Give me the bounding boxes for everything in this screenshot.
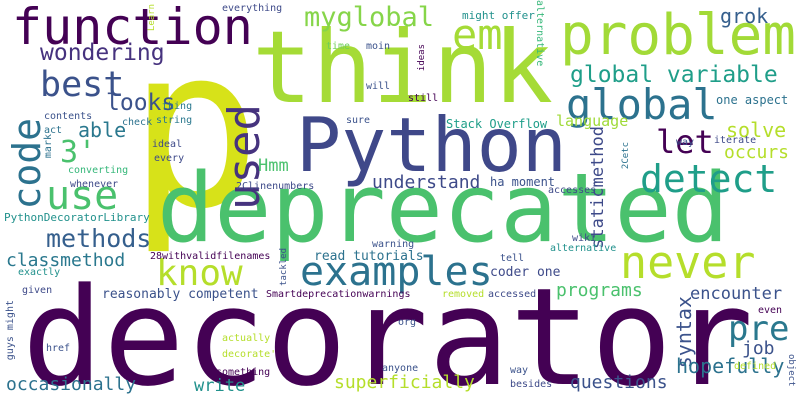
word-wondering: wondering [40,40,165,66]
word-stack-overflow: Stack Overflow [446,117,548,131]
word-three: 3' [60,135,97,170]
word-alternative-top: alternative [534,0,545,67]
word-ideas: ideas [417,44,427,72]
word-job: job [742,338,775,359]
word-thing: thing [162,101,193,112]
word-coder-one: coder one [490,265,561,280]
word-something: something [216,367,271,378]
word-moin: moin [366,41,391,52]
word-occasionally: occasionally [6,374,137,395]
word-org: org [398,317,417,328]
word-whenever: whenever [70,179,119,190]
word-might-offer: might offer [462,9,535,22]
word-hmm: Hmm [258,156,289,176]
word-way-top: way [676,137,695,148]
word-ha-moment: ha moment [490,175,556,189]
word-read-tutorials: read tutorials [314,249,424,264]
word-href: href [46,343,71,354]
word-string: string [156,115,193,126]
word-code: code [5,118,49,210]
word-will: will [366,81,391,92]
word-wiki: wiki [572,233,597,244]
word-check: check [122,117,153,128]
word-hopefully: hopefully [676,354,785,378]
word-given: given [22,285,53,296]
word-2clinenumbers: 2Clinenumbers [236,181,315,192]
word-occurs: occurs [724,142,790,163]
word-methods: methods [46,224,152,253]
word-problem: problem [560,3,797,68]
word-detect: detect [640,157,778,201]
word-way-bottom: way [510,365,529,376]
word-contents: contents [44,111,93,122]
word-examples: examples [300,249,493,295]
word-solve: solve [726,118,787,142]
word-superficially: superficially [334,372,475,393]
word-best: best [40,65,125,105]
word-know: know [156,253,243,294]
word-accessed: accessed [488,289,537,300]
word-act: act [44,125,63,136]
word-reasonably-competent: reasonably competent [102,287,259,302]
word-python: Python [296,101,567,189]
word-converting: converting [68,165,129,176]
word-global: global [566,80,718,129]
word-use: use [46,173,119,219]
word-sure: sure [346,115,371,126]
word-pydeclib: PythonDecoratorLibrary [4,211,150,224]
word-iterate: iterate [714,135,757,146]
word-pre: pre [728,309,790,349]
word-still: still [408,93,439,104]
word-questions: questions [570,372,668,393]
word-alternative-mid: alternative [550,243,617,254]
word-write: write [194,376,246,396]
word-smartdep: Smartdeprecationwarnings [266,289,411,300]
word-language: language [556,112,629,130]
word-one-aspect: one aspect [716,93,789,107]
word-28withvalid: 28withvalidfilenames [150,251,271,262]
word-time: time [326,41,351,52]
word-accesses: accesses [548,185,597,196]
word-every: every [154,153,185,164]
word-warning: warning [372,239,415,250]
word-even: even [758,305,783,316]
word-global-variable: global variable [570,62,778,88]
word-learn: Learn [147,4,157,32]
word-guys-might: guys might [5,300,16,361]
word-mark: mark [43,134,54,159]
word-decorator: decorator [22,259,754,400]
word-classmethod: classmethod [6,250,126,271]
word-removed: removed [442,289,485,300]
word-everything: everything [222,3,283,14]
word-actually: actually [222,333,271,344]
word-able: able [78,118,127,142]
word-encounter: encounter [690,284,783,304]
word-deprecated: deprecated [157,154,729,264]
word-besides: besides [510,379,553,390]
word-exactly: exactly [18,267,61,278]
word-function: function [12,0,253,56]
word-understand: understand [372,172,481,193]
word-tackled: tackled [279,248,289,286]
word-2cetc: 2Cetc [621,142,631,170]
word-looks: looks [106,90,176,116]
word-p: p [128,0,262,258]
word-defined: defined [734,361,777,372]
word-grok: grok [720,4,769,28]
word-anyone: anyone [382,363,419,374]
word-myglobal: myglobal [304,2,435,33]
word-programs: programs [556,280,643,301]
word-let: let [656,123,714,161]
word-object: object [786,354,796,387]
word-never: never [620,236,756,289]
word-decorate: decorate' [222,349,277,360]
word-think: think [252,9,554,126]
word-em: em [452,10,503,59]
word-ideal: ideal [152,139,183,150]
word-tell: tell [500,253,525,264]
